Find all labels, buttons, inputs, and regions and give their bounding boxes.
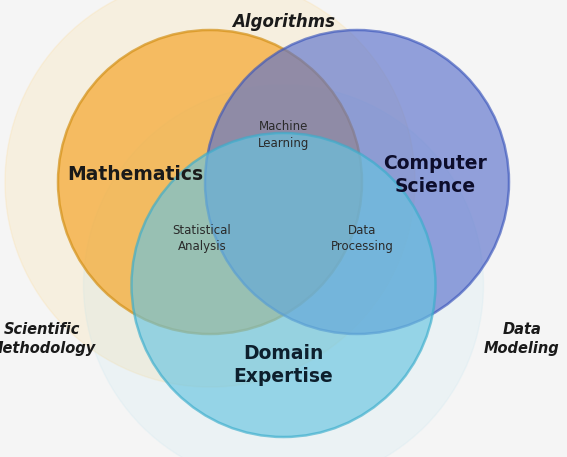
- Circle shape: [83, 85, 484, 457]
- Text: Statistical
Analysis: Statistical Analysis: [172, 224, 231, 254]
- Text: Mathematics: Mathematics: [67, 165, 203, 185]
- Text: Data
Processing: Data Processing: [331, 224, 393, 254]
- Text: Machine
Learning: Machine Learning: [258, 121, 309, 149]
- Circle shape: [5, 0, 415, 387]
- Circle shape: [205, 30, 509, 334]
- Circle shape: [132, 133, 435, 437]
- Text: Data
Modeling: Data Modeling: [484, 322, 560, 356]
- Text: Scientific
Methodology: Scientific Methodology: [0, 322, 96, 356]
- Text: Computer
Science: Computer Science: [383, 154, 487, 196]
- Text: Algorithms: Algorithms: [232, 13, 335, 31]
- Circle shape: [58, 30, 362, 334]
- Text: Domain
Expertise: Domain Expertise: [234, 344, 333, 386]
